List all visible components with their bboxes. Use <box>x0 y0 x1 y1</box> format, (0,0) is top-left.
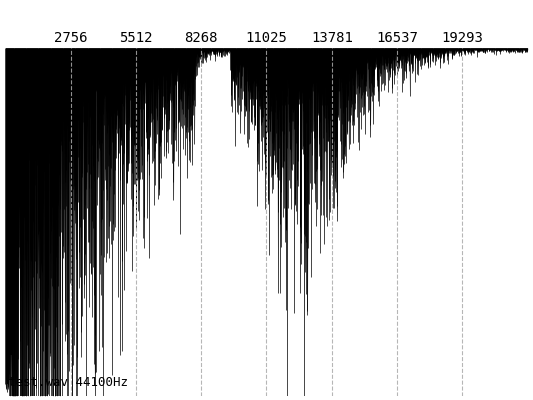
Text: test.wav 44100Hz: test.wav 44100Hz <box>8 376 128 389</box>
